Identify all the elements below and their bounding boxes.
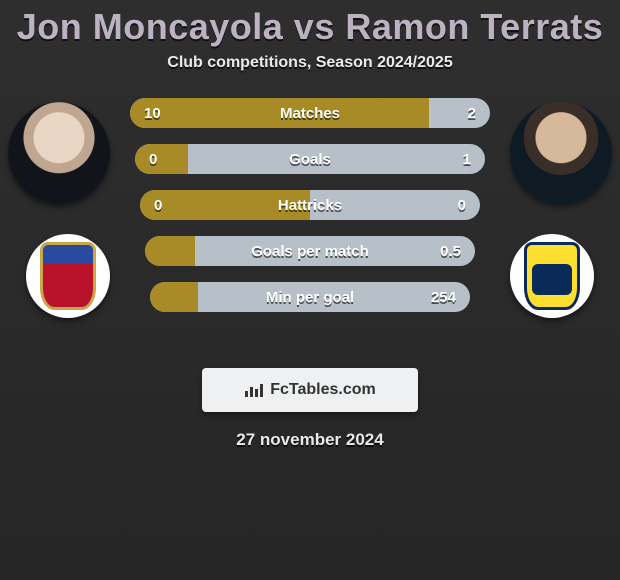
stat-bar-label: Goals per match [145,236,475,266]
club-left-crest-shape [40,242,96,310]
stat-bar-label: Min per goal [150,282,470,312]
stat-bars: Matches102Goals01Hattricks00Goals per ma… [130,98,490,312]
page-title: Jon Moncayola vs Ramon Terrats [0,6,620,48]
stat-bar: Goals per match0.5 [145,236,475,266]
club-right-crest-shape [524,242,580,310]
stat-bar-value-left: 0 [149,144,157,174]
stat-bar-value-right: 0.5 [440,236,461,266]
stat-bar-value-right: 254 [431,282,456,312]
club-left-crest [26,234,110,318]
stat-bar-value-right: 2 [468,98,476,128]
brand-box: FcTables.com [202,368,418,412]
date-text: 27 november 2024 [0,430,620,450]
stat-bar-value-right: 1 [463,144,471,174]
page-subtitle: Club competitions, Season 2024/2025 [0,54,620,72]
stat-bar-label: Hattricks [140,190,480,220]
comparison-card: Jon Moncayola vs Ramon Terrats Club comp… [0,0,620,580]
stat-bar-label: Goals [135,144,485,174]
stat-bar-value-left: 10 [144,98,161,128]
brand-text: FcTables.com [270,381,376,399]
stat-bar: Goals0 1 [135,144,485,174]
brand-chart-icon [244,382,264,398]
player-right-avatar [510,102,612,204]
stat-bar: Hattricks0 0 [140,190,480,220]
stat-bar-value-right: 0 [458,190,466,220]
comparison-body: Matches102Goals01Hattricks00Goals per ma… [0,90,620,350]
club-right-crest [510,234,594,318]
stat-bar: Matches10 2 [130,98,490,128]
player-left-avatar [8,102,110,204]
stat-bar-label: Matches [130,98,490,128]
stat-bar: Min per goal254 [150,282,470,312]
stat-bar-value-left: 0 [154,190,162,220]
